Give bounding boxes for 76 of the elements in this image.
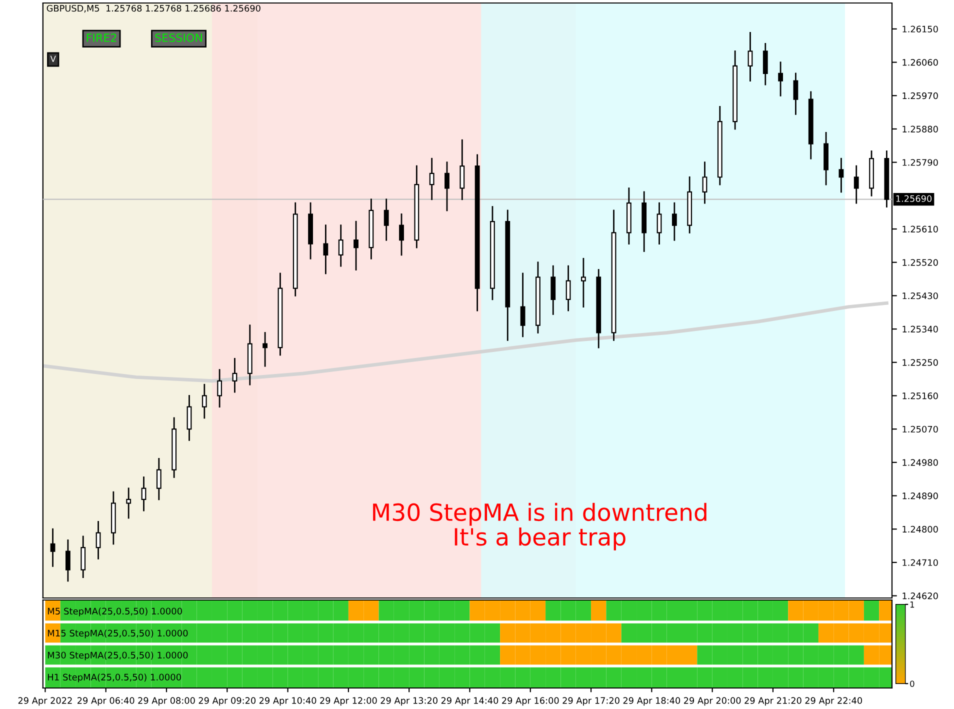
- x-tick-label: 29 Apr 17:20: [562, 697, 620, 706]
- candlestick: [748, 32, 753, 82]
- candlestick: [262, 332, 268, 367]
- candlestick: [217, 369, 222, 408]
- candlestick: [354, 220, 358, 270]
- y-tick-label: 1.25250: [902, 359, 938, 366]
- candlestick: [793, 72, 798, 115]
- ref-line-label: 1.25690: [896, 195, 932, 202]
- candlestick: [96, 520, 101, 560]
- candlestick: [580, 258, 586, 308]
- candlestick: [202, 384, 207, 419]
- annotation: V: [50, 56, 56, 62]
- candlestick: [429, 158, 434, 200]
- x-tick-label: 29 Apr 21:20: [744, 697, 802, 706]
- annotation: M30 StepMA is in downtrend It's a bear trap: [373, 502, 706, 550]
- x-tick-label: 29 Apr 10:40: [259, 697, 316, 706]
- candlestick: [399, 213, 404, 256]
- x-tick-label: 29 Apr 2022: [18, 697, 72, 706]
- y-tick-label: 1.25610: [902, 226, 938, 232]
- candlestick: [778, 62, 783, 96]
- y-tick-label: 1.26150: [902, 26, 938, 32]
- color-bar-label: 1: [910, 601, 914, 608]
- candlestick: [384, 198, 389, 241]
- y-tick-label: 1.25520: [902, 259, 938, 266]
- annotation: SESSION: [155, 34, 202, 42]
- y-tick-label: 1.25790: [902, 159, 938, 166]
- candlestick: [838, 158, 844, 193]
- y-tick-label: 1.25070: [902, 426, 938, 433]
- candlestick: [566, 265, 571, 312]
- y-tick-label: 1.26060: [902, 59, 938, 66]
- y-tick-label: 1.24980: [902, 459, 938, 466]
- candlestick: [762, 43, 768, 86]
- y-tick-label: 1.24620: [902, 592, 938, 600]
- chart-title: GBPUSD,M5 1.25768 1.25768 1.25686 1.25690: [46, 4, 260, 13]
- candlestick: [702, 162, 708, 204]
- line-series: [43, 301, 888, 383]
- candlestick: [65, 540, 70, 582]
- x-tick-label: 29 Apr 22:40: [805, 697, 862, 706]
- x-tick-label: 29 Apr 20:00: [684, 697, 741, 706]
- candlestick: [80, 536, 86, 578]
- x-tick-label: 29 Apr 13:20: [380, 697, 438, 706]
- y-tick-label: 1.24710: [902, 559, 938, 566]
- y-tick-label: H1 StepMA(25,0.5,50) 1.0000: [48, 674, 181, 682]
- candlestick: [460, 139, 465, 200]
- candlestick: [126, 488, 132, 519]
- candlestick: [50, 528, 56, 567]
- candlestick: [550, 265, 556, 315]
- candlestick: [338, 224, 344, 267]
- x-tick-label: 29 Apr 06:40: [78, 697, 134, 706]
- y-tick-label: 1.25430: [902, 292, 938, 300]
- annotation: FIRE2: [86, 34, 116, 42]
- x-tick-label: 29 Apr 09:20: [198, 697, 256, 706]
- candlestick: [854, 165, 859, 204]
- x-tick-label: 29 Apr 16:00: [502, 697, 559, 706]
- candlestick: [672, 202, 677, 241]
- y-tick-label: M5 StepMA(25,0.5,50) 1.0000: [48, 608, 182, 616]
- candlestick: [141, 476, 146, 512]
- y-tick-label: 1.24890: [902, 492, 938, 500]
- y-tick-label: 1.25880: [902, 126, 938, 132]
- candlestick: [656, 202, 662, 245]
- y-tick-label: 1.25970: [902, 92, 938, 100]
- y-tick-label: 1.24800: [902, 526, 938, 533]
- color-bar-label: 0: [910, 680, 914, 687]
- y-tick-label: 1.25160: [902, 392, 938, 400]
- candlestick: [156, 458, 162, 500]
- x-tick-label: 29 Apr 12:00: [320, 697, 377, 706]
- candlestick: [232, 358, 238, 393]
- x-tick-label: 29 Apr 08:00: [138, 697, 195, 706]
- candlestick: [520, 272, 526, 338]
- y-tick-label: 1.25340: [902, 326, 938, 333]
- y-tick-label: M30 StepMA(25,0.5,50) 1.0000: [48, 652, 188, 660]
- x-tick-label: 29 Apr 18:40: [623, 697, 680, 706]
- candlestick: [444, 162, 450, 212]
- candlestick: [186, 395, 192, 441]
- candlestick: [323, 224, 328, 274]
- x-tick-label: 29 Apr 14:40: [441, 697, 498, 706]
